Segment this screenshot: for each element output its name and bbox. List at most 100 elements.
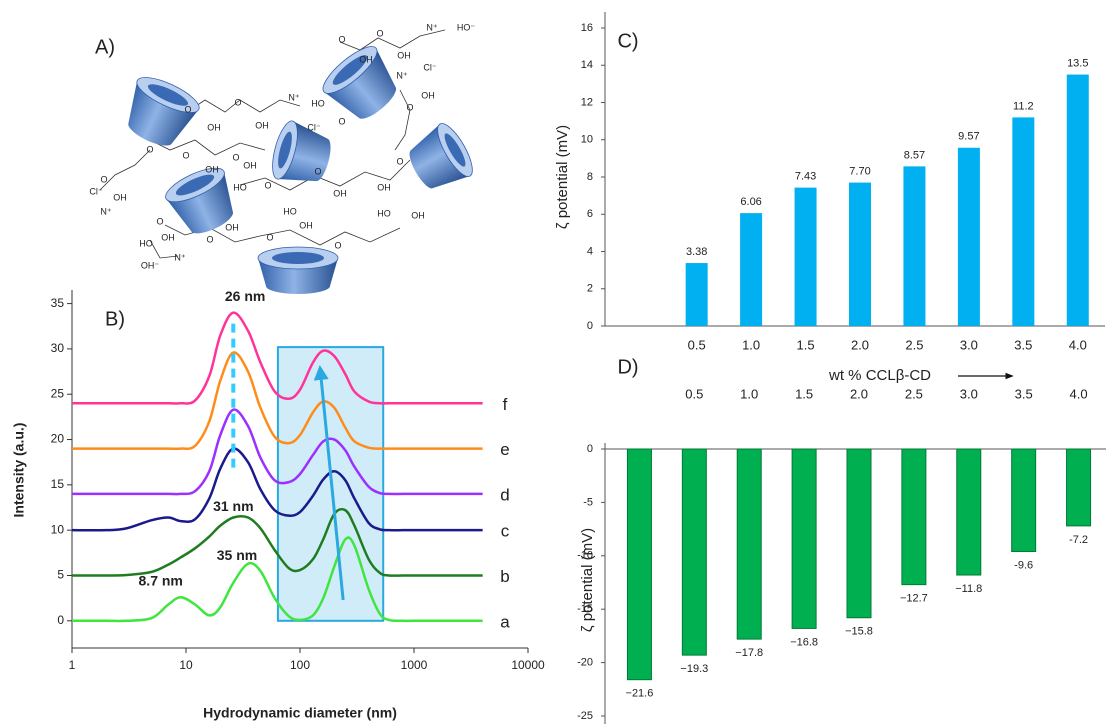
bond xyxy=(394,89,411,151)
legend-label: a xyxy=(500,612,510,631)
legend-label: b xyxy=(500,567,509,586)
bar xyxy=(1011,448,1037,553)
structure-label: OH xyxy=(397,50,411,60)
structure-label: N⁺ xyxy=(396,70,407,80)
structure-label: O xyxy=(100,174,107,184)
structure-label: OH xyxy=(255,120,269,130)
x-tick-label: 1000 xyxy=(401,658,428,672)
series-line xyxy=(71,507,483,577)
structure-label: O xyxy=(338,116,345,126)
legend-label: f xyxy=(503,395,508,414)
y-tick-label: 4 xyxy=(587,245,593,257)
y-tick-label: 10 xyxy=(581,134,593,146)
y-tick-label: 15 xyxy=(51,477,65,491)
structure-label: OH xyxy=(333,188,347,198)
structure-label: OH xyxy=(243,160,257,170)
structure-label: O xyxy=(266,232,273,242)
structure-label: O xyxy=(206,234,213,244)
x-tick-label: 0.5 xyxy=(685,386,703,401)
x-tick-label: 2.5 xyxy=(905,386,923,401)
y-tick-label: 8 xyxy=(587,171,593,183)
value-label: 7.43 xyxy=(795,171,816,183)
structure-label: HO⁻ xyxy=(457,22,476,32)
x-tick-label: 0.5 xyxy=(688,337,706,352)
y-tick-label: 0 xyxy=(587,443,593,455)
bar xyxy=(791,448,817,629)
structure-label: N⁺ xyxy=(174,252,185,262)
bar xyxy=(740,213,763,326)
bar xyxy=(956,448,982,576)
value-label: −11.8 xyxy=(955,583,982,595)
series-line xyxy=(71,536,483,623)
y-tick-label: 6 xyxy=(587,208,593,220)
y-tick-label: -20 xyxy=(577,657,593,669)
y-tick-label: 10 xyxy=(51,522,65,536)
series-line xyxy=(72,351,483,451)
legend-label: e xyxy=(500,440,509,459)
x-tick-label: 100 xyxy=(290,658,310,672)
structure-label: OH xyxy=(205,164,219,174)
structure-label: Cl⁻ xyxy=(307,122,320,132)
y-tick-label: 0 xyxy=(587,320,593,332)
y-tick-label: -25 xyxy=(577,710,593,722)
x-tick-label: 1.0 xyxy=(742,337,760,352)
bond xyxy=(339,29,446,51)
bar xyxy=(1066,74,1089,326)
cyclodextrin xyxy=(165,167,234,234)
value-label: 13.5 xyxy=(1067,57,1088,69)
bar xyxy=(685,263,708,326)
structure-label: O xyxy=(314,166,321,176)
bar xyxy=(736,448,762,640)
value-label: −17.8 xyxy=(735,647,763,659)
y-tick-label: 0 xyxy=(57,613,64,627)
bar xyxy=(794,187,817,326)
value-label: 7.70 xyxy=(849,165,870,177)
x-tick-label: 3.5 xyxy=(1015,386,1033,401)
bond xyxy=(149,239,179,259)
x-tick-label: 4.0 xyxy=(1069,337,1087,352)
structure-label: O xyxy=(376,28,383,38)
bar xyxy=(957,147,980,326)
trend-arrow xyxy=(313,364,345,601)
bar xyxy=(901,448,927,586)
structure-label: Cl⁻ xyxy=(423,62,436,72)
structure-label: OH⁻ xyxy=(141,260,160,270)
structure-panel xyxy=(99,29,473,294)
y-tick-label: -10 xyxy=(577,550,593,562)
y-tick-label: -15 xyxy=(577,603,593,615)
bar xyxy=(903,166,926,326)
structure-label: N⁺ xyxy=(288,92,299,102)
value-label: 8.57 xyxy=(904,149,925,161)
annotation: 8.7 nm xyxy=(139,573,183,589)
y-tick-label: 25 xyxy=(51,386,65,400)
y-tick-label: 5 xyxy=(57,568,64,582)
structure-label: OH xyxy=(299,220,313,230)
structure-label: OH xyxy=(113,192,127,202)
structure-label: OH xyxy=(225,222,239,232)
structure-label: O xyxy=(396,156,403,166)
x-tick-label: 1.5 xyxy=(795,386,813,401)
structure-label: O xyxy=(232,152,239,162)
y-axis-title: ζ potential (mV) xyxy=(554,125,571,229)
structure-label: OH xyxy=(161,232,175,242)
bond xyxy=(99,149,151,191)
y-tick-label: 2 xyxy=(587,283,593,295)
cyclodextrin xyxy=(257,246,339,294)
structure-label: O xyxy=(146,144,153,154)
y-tick-label: 30 xyxy=(51,341,65,355)
value-label: −15.8 xyxy=(845,626,873,638)
bond xyxy=(189,99,301,113)
x-tick-label: 2.5 xyxy=(905,337,923,352)
value-label: 3.38 xyxy=(686,246,707,258)
structure-label: O xyxy=(182,150,189,160)
value-label: −12.7 xyxy=(900,593,928,605)
bar xyxy=(846,448,872,619)
structure-label: HO xyxy=(377,208,391,218)
structure-label: O xyxy=(156,216,163,226)
y-tick-label: -5 xyxy=(583,496,593,508)
x-tick-label: 10 xyxy=(179,658,193,672)
series-line xyxy=(72,408,483,496)
x-axis-title: Hydrodynamic diameter (nm) xyxy=(203,705,397,721)
y-tick-label: 12 xyxy=(581,96,593,108)
x-tick-label: 2.0 xyxy=(851,337,869,352)
